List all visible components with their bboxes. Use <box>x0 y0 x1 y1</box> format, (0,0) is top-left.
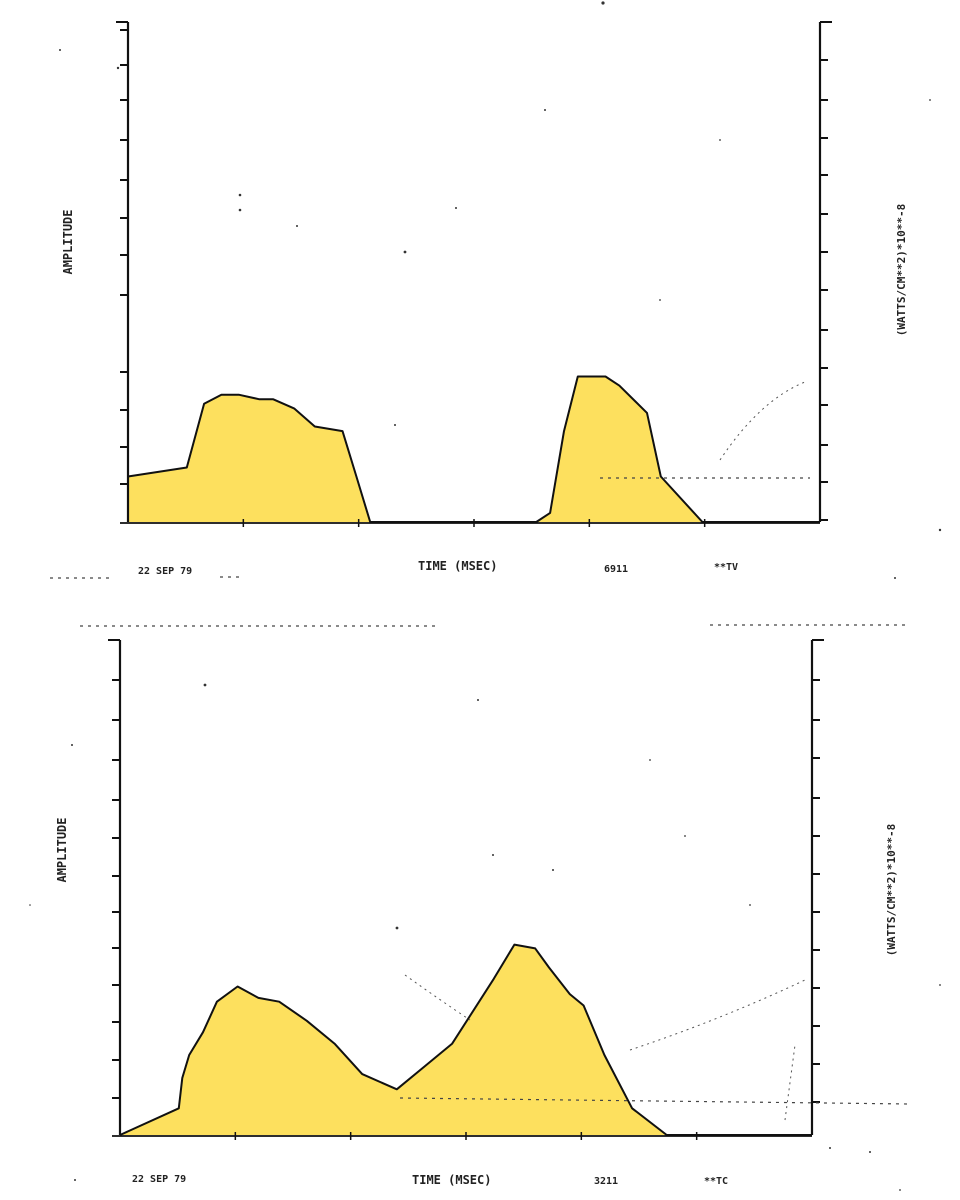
scan-noise <box>29 1 942 1191</box>
top-code-label-1: 6911 <box>604 564 628 575</box>
top-y2-axis-label: (WATTS/CM**2)*10**-8 <box>895 204 908 336</box>
top-x-axis-label: TIME (MSEC) <box>418 559 497 573</box>
bottom-chart: AMPLITUDE (WATTS/CM**2)*10**-8 TIME (MSE… <box>55 639 898 1187</box>
bottom-x-axis-label: TIME (MSEC) <box>412 1173 491 1187</box>
bottom-code-label-2: **TC <box>704 1176 728 1187</box>
amplitude-line <box>119 943 812 1136</box>
bottom-date-label: 22 SEP 79 <box>132 1174 186 1185</box>
top-code-label-2: **TV <box>714 562 738 573</box>
amplitude-area <box>120 944 812 1135</box>
bottom-y-axis-label: AMPLITUDE <box>55 817 69 882</box>
amplitude-area <box>128 376 820 522</box>
scan-trace-curves <box>404 381 806 1121</box>
bottom-code-label-1: 3211 <box>594 1176 618 1187</box>
top-chart: AMPLITUDE (WATTS/CM**2)*10**-8 TIME (MSE… <box>61 21 908 577</box>
top-y-axis-label: AMPLITUDE <box>61 209 75 274</box>
amplitude-line <box>127 375 820 523</box>
bottom-y2-axis-label: (WATTS/CM**2)*10**-8 <box>885 824 898 956</box>
bottom-plot-area <box>108 639 824 1140</box>
scan-rule-lines <box>50 477 911 1105</box>
top-date-label: 22 SEP 79 <box>138 566 192 577</box>
top-plot-area <box>116 21 832 527</box>
